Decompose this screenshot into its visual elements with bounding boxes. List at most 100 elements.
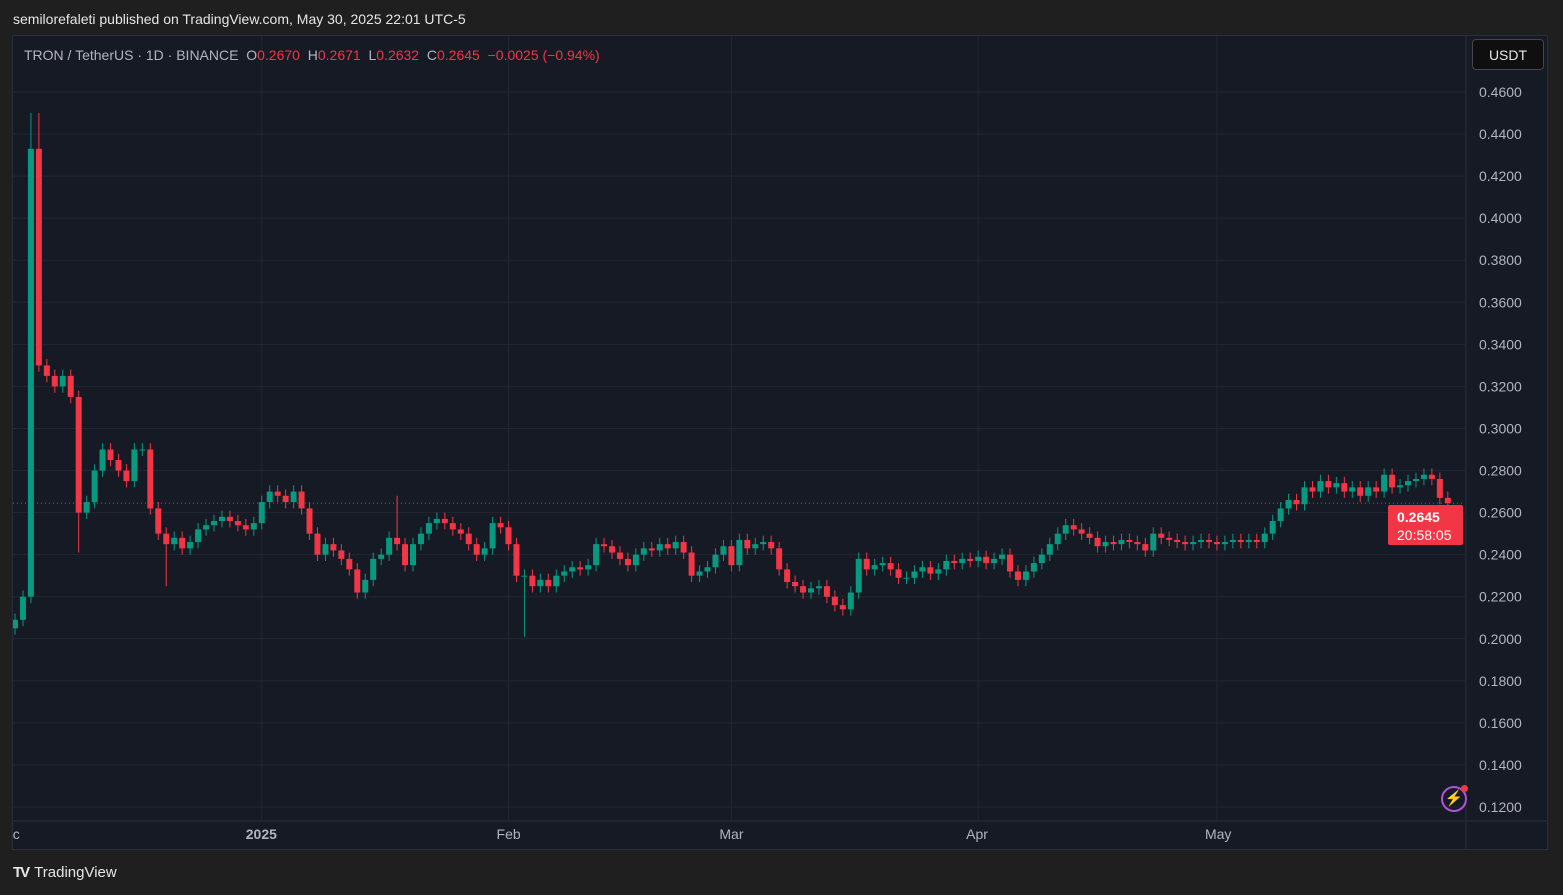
candle-body [1349,487,1356,492]
candle-body [1038,554,1045,564]
candle-body [1110,542,1117,545]
candle-body [529,575,536,587]
candle-body [1022,571,1029,580]
candle-body [847,592,854,610]
candle-body [640,548,647,555]
candle-body [1397,485,1404,488]
close-value: 0.2645 [437,47,480,63]
last-price-value: 0.2645 [1397,509,1440,525]
candle-body [664,544,671,549]
candle-body [441,518,448,524]
x-tick-label: Mar [719,826,743,842]
candle-body [338,550,345,559]
currency-button[interactable]: USDT [1472,39,1544,70]
candle-body [1261,533,1268,543]
candle-body [1412,478,1419,482]
y-tick-label: 0.2000 [1479,631,1522,647]
candle-body [688,552,695,576]
chart-pane[interactable]: 0.4600 0.4400 0.4200 0.4000 0.3800 0.3600 0.34… [12,35,1548,850]
candle-body [593,544,600,566]
candle-body [553,575,560,587]
candle-body [999,554,1006,559]
candle-body [887,563,894,570]
candle-body [497,523,504,528]
candle-body [1381,474,1388,492]
y-tick-label: 0.2400 [1479,547,1522,563]
candle-body [290,491,297,503]
candle-body [616,552,623,559]
lightning-icon[interactable]: ⚡ [1441,785,1468,812]
symbol-title[interactable]: TRON / TetherUS · 1D · BINANCE [24,47,239,63]
candle-body [1007,554,1013,572]
candle-body [1014,571,1021,580]
candle-body [935,569,942,574]
change-value: −0.0025 (−0.94%) [487,47,600,63]
candle-body [951,560,958,564]
y-tick-label: 0.3600 [1479,294,1522,310]
candle-body [266,491,273,503]
candle-body [728,546,735,566]
candle-body [800,586,807,593]
candle-body [378,554,385,559]
candle-body [1126,539,1133,543]
candle-body [91,470,98,503]
candle-body [187,542,194,549]
candle-body [1158,533,1165,538]
candle-body [410,544,416,566]
bar-countdown: 20:58:05 [1397,527,1452,543]
candle-body [656,544,663,551]
candle-body [784,569,791,582]
candle-body [1150,533,1157,551]
tradingview-logo[interactable]: TV TradingView [13,864,117,881]
candle-body [736,539,743,566]
candle-body [171,537,178,545]
y-tick-label: 0.4400 [1479,126,1522,142]
candle-body [1213,542,1220,545]
candle-body [1030,563,1037,572]
candle-body [298,491,305,509]
candle-body [967,558,974,561]
y-tick-label: 0.3400 [1479,336,1522,352]
candle-body [1134,542,1141,545]
candle-body [815,586,822,589]
candle-body [585,565,592,570]
candle-body [1285,499,1292,509]
candle-body [218,516,225,522]
candle-body [505,527,512,545]
candle-body [43,365,50,376]
candle-body [67,375,74,397]
candle-body [242,525,249,530]
candle-body [680,542,687,553]
candle-body [107,449,114,461]
y-tick-label: 0.4000 [1479,210,1522,226]
candle-body [871,565,878,570]
candle-body [59,375,66,387]
y-tick-label: 0.4600 [1479,84,1522,100]
y-tick-label: 0.1800 [1479,673,1522,689]
candle-body [306,508,313,534]
candle-body [975,556,982,561]
candle-body [1365,487,1372,496]
candle-body [234,521,241,526]
close-label: C [426,47,437,63]
candle-body [792,581,799,587]
candle-body [465,533,472,545]
candle-body [911,571,918,578]
candle-body [1190,542,1197,545]
candle-body [808,588,814,593]
candle-body [115,460,122,471]
candlestick-chart[interactable]: 0.4600 0.4400 0.4200 0.4000 0.3800 0.3600 0.34… [13,36,1547,849]
candle-body [760,542,767,545]
candle-body [537,579,544,587]
candle-body [855,558,862,593]
candle-body [768,542,775,549]
candle-body [226,516,233,522]
candle-body [1221,542,1228,545]
candle-body [903,577,910,579]
x-tick-label: Apr [966,826,988,842]
candle-body [1054,533,1061,545]
candle-body [370,558,377,580]
y-tick-label: 0.2600 [1479,505,1522,521]
candle-body [545,579,552,587]
candle-body [155,508,162,534]
